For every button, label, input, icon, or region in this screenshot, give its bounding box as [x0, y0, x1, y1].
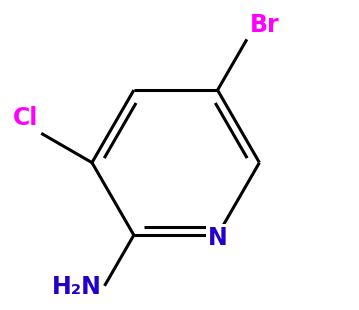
Text: Cl: Cl — [13, 106, 39, 130]
Text: Br: Br — [250, 13, 280, 37]
Text: H₂N: H₂N — [52, 275, 102, 299]
Text: N: N — [208, 226, 228, 250]
